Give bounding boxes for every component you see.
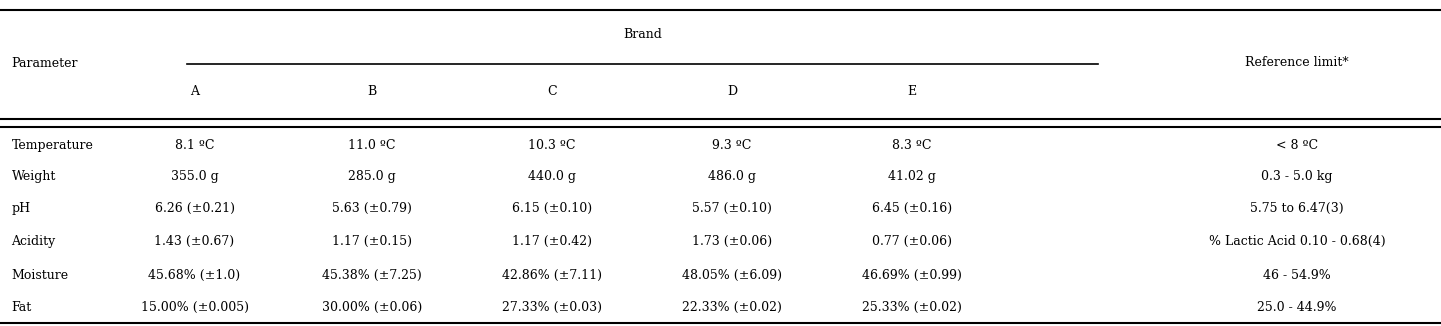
Text: 41.02 g: 41.02 g [888,170,937,183]
Text: Reference limit*: Reference limit* [1245,56,1349,69]
Text: Moisture: Moisture [12,269,69,282]
Text: Fat: Fat [12,301,32,314]
Text: 45.38% (±7.25): 45.38% (±7.25) [321,269,422,282]
Text: C: C [548,85,556,98]
Text: pH: pH [12,202,30,215]
Text: 6.15 (±0.10): 6.15 (±0.10) [512,202,592,215]
Text: B: B [367,85,376,98]
Text: 5.63 (±0.79): 5.63 (±0.79) [331,202,412,215]
Text: 0.3 - 5.0 kg: 0.3 - 5.0 kg [1261,170,1333,183]
Text: 285.0 g: 285.0 g [347,170,396,183]
Text: 1.17 (±0.15): 1.17 (±0.15) [331,235,412,248]
Text: 355.0 g: 355.0 g [170,170,219,183]
Text: D: D [726,85,738,98]
Text: 6.45 (±0.16): 6.45 (±0.16) [872,202,953,215]
Text: 0.77 (±0.06): 0.77 (±0.06) [872,235,953,248]
Text: 30.00% (±0.06): 30.00% (±0.06) [321,301,422,314]
Text: E: E [908,85,916,98]
Text: 1.43 (±0.67): 1.43 (±0.67) [154,235,235,248]
Text: 5.57 (±0.10): 5.57 (±0.10) [692,202,772,215]
Text: 1.17 (±0.42): 1.17 (±0.42) [512,235,592,248]
Text: 25.33% (±0.02): 25.33% (±0.02) [862,301,963,314]
Text: 46 - 54.9%: 46 - 54.9% [1262,269,1331,282]
Text: < 8 ºC: < 8 ºC [1275,139,1319,152]
Text: 46.69% (±0.99): 46.69% (±0.99) [862,269,963,282]
Text: 15.00% (±0.005): 15.00% (±0.005) [141,301,248,314]
Text: 42.86% (±7.11): 42.86% (±7.11) [501,269,602,282]
Text: 48.05% (±6.09): 48.05% (±6.09) [682,269,782,282]
Text: 10.3 ºC: 10.3 ºC [529,139,575,152]
Text: 5.75 to 6.47(3): 5.75 to 6.47(3) [1251,202,1343,215]
Text: Acidity: Acidity [12,235,56,248]
Text: 45.68% (±1.0): 45.68% (±1.0) [148,269,241,282]
Text: 8.3 ºC: 8.3 ºC [892,139,932,152]
Text: Parameter: Parameter [12,57,78,70]
Text: 22.33% (±0.02): 22.33% (±0.02) [682,301,782,314]
Text: 27.33% (±0.03): 27.33% (±0.03) [501,301,602,314]
Text: 8.1 ºC: 8.1 ºC [174,139,215,152]
Text: 6.26 (±0.21): 6.26 (±0.21) [154,202,235,215]
Text: 11.0 ºC: 11.0 ºC [349,139,395,152]
Text: 440.0 g: 440.0 g [527,170,576,183]
Text: Weight: Weight [12,170,56,183]
Text: 486.0 g: 486.0 g [708,170,757,183]
Text: Temperature: Temperature [12,139,94,152]
Text: Brand: Brand [624,28,661,41]
Text: 25.0 - 44.9%: 25.0 - 44.9% [1257,301,1337,314]
Text: 9.3 ºC: 9.3 ºC [712,139,752,152]
Text: 1.73 (±0.06): 1.73 (±0.06) [692,235,772,248]
Text: A: A [190,85,199,98]
Text: % Lactic Acid 0.10 - 0.68(4): % Lactic Acid 0.10 - 0.68(4) [1209,235,1385,248]
